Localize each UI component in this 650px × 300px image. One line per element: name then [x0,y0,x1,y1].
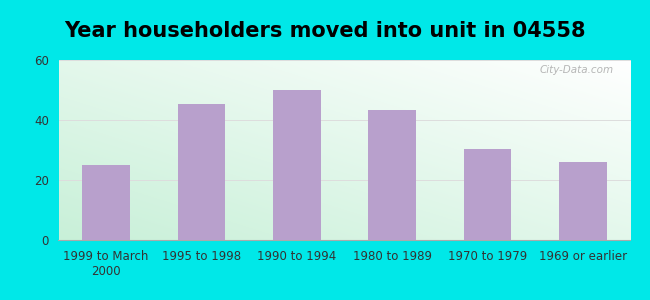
Bar [559,162,606,240]
Bar [273,90,320,240]
Bar [463,148,512,240]
Bar [83,165,130,240]
Text: Year householders moved into unit in 04558: Year householders moved into unit in 045… [64,21,586,41]
Bar [177,103,226,240]
Text: City-Data.com: City-Data.com [540,65,614,75]
Bar [369,110,416,240]
